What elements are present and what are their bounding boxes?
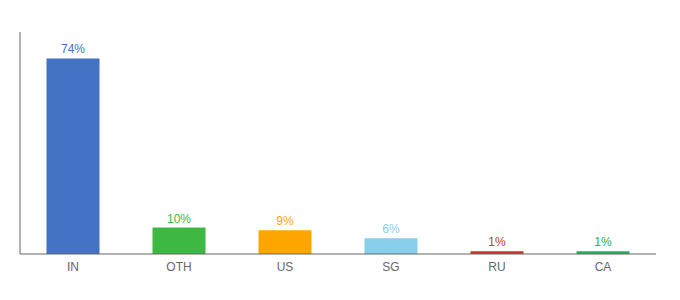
svg-text:RU: RU xyxy=(488,260,505,274)
svg-text:US: US xyxy=(277,260,294,274)
svg-text:1%: 1% xyxy=(594,235,612,249)
svg-text:OTH: OTH xyxy=(166,260,191,274)
svg-text:10%: 10% xyxy=(167,212,191,226)
svg-text:CA: CA xyxy=(595,260,612,274)
svg-text:1%: 1% xyxy=(488,235,506,249)
svg-text:9%: 9% xyxy=(276,214,294,228)
svg-text:74%: 74% xyxy=(61,42,85,56)
svg-text:6%: 6% xyxy=(382,222,400,236)
svg-text:IN: IN xyxy=(67,260,79,274)
svg-text:SG: SG xyxy=(382,260,399,274)
